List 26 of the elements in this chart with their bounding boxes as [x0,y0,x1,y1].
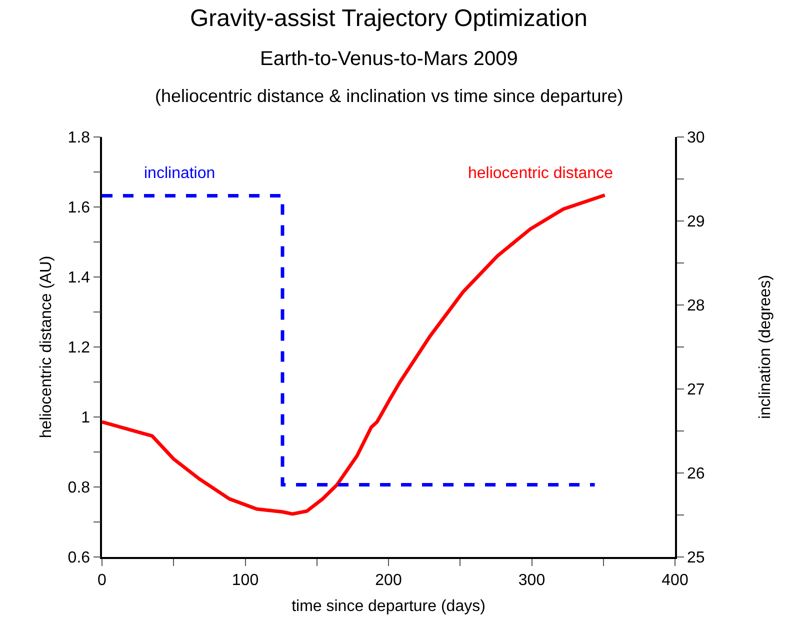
y2-tick-label: 29 [686,214,705,231]
y-tick-label: 1 [81,410,90,427]
y-axis-title: heliocentric distance (AU) [38,256,56,438]
y2-tick-label: 25 [686,550,705,567]
text: (heliocentric distance & inclination vs time since departure) [155,86,624,106]
chart-title: Gravity-assist Trajectory Optimization [190,5,588,32]
x-tick-label: 300 [518,572,546,589]
y-tick-label: 1.8 [68,130,90,147]
y2-tick-label: 30 [686,130,705,147]
x-tick-label: 200 [375,572,402,589]
y-tick-label: 0.6 [68,550,90,567]
y2-tick-label: 28 [686,298,705,315]
y2-tick-label: 27 [686,382,705,399]
series-label: heliocentric distance [468,165,614,182]
y-tick-label: 1.4 [68,270,90,287]
x-tick-label: 400 [662,572,688,589]
series-label: inclination [144,165,216,182]
y2-tick-label: 26 [686,466,705,483]
x-axis-title: time since departure (days) [292,598,486,616]
y-tick-label: 1.6 [68,200,90,217]
x-tick-label: 0 [98,572,107,589]
chart-subtitle: Earth-to-Venus-to-Mars 2009 [260,48,518,70]
y-tick-label: 1.2 [68,340,90,357]
y-tick-label: 0.8 [68,480,90,497]
y2-axis-title: inclination (degrees) [757,274,774,420]
x-tick-label: 100 [232,572,259,589]
